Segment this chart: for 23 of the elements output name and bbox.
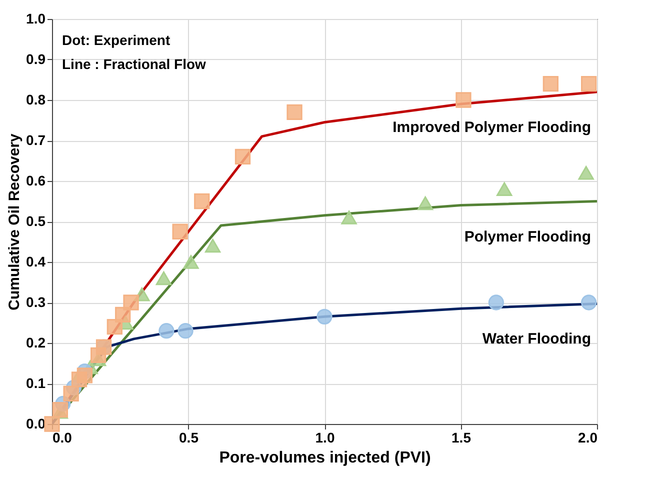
y-tick-label: 0.1	[26, 375, 46, 391]
x-tick-label: 2.0	[578, 430, 598, 446]
series-label: Water Flooding	[482, 330, 591, 348]
y-tick-label: 0.4	[26, 254, 46, 270]
x-axis-title: Pore-volumes injected (PVI)	[219, 450, 431, 466]
y-tick-label: 0.9	[26, 51, 46, 67]
annotation: Dot: Experiment	[62, 32, 170, 48]
y-tick-label: 0.6	[26, 172, 46, 188]
y-tick-label: 0.2	[26, 334, 46, 350]
x-tick-label: 1.5	[452, 430, 472, 446]
y-tick-label: 0.3	[26, 294, 46, 310]
x-tick-label: 0.0	[52, 430, 72, 446]
x-tick-label: 0.5	[179, 430, 199, 446]
annotation: Line : Fractional Flow	[62, 56, 206, 72]
y-axis-title: Cumulative Oil Recovery	[6, 132, 24, 310]
series-label: Improved Polymer Flooding	[392, 118, 591, 136]
y-tick-label: 0.8	[26, 92, 46, 108]
x-tick-label: 1.0	[315, 430, 335, 446]
y-tick-label: 0.7	[26, 132, 46, 148]
y-tick-label: 1.0	[26, 10, 46, 26]
y-tick-label: 0.0	[26, 416, 46, 432]
series-label: Polymer Flooding	[464, 228, 591, 246]
y-tick-label: 0.5	[26, 213, 46, 229]
